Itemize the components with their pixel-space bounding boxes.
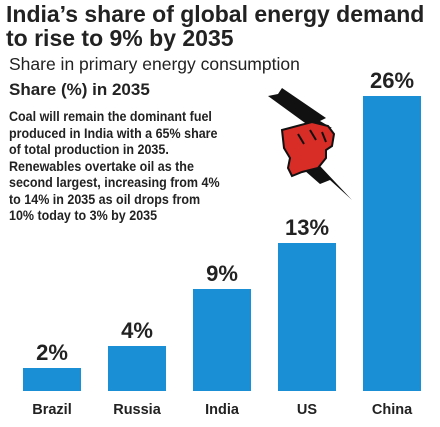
- data-label: 4%: [121, 318, 153, 343]
- bar-russia: [108, 346, 166, 391]
- data-label: 2%: [36, 340, 68, 365]
- note-line: Coal will remain the dominant fuel: [9, 109, 212, 124]
- data-label: 13%: [285, 215, 329, 240]
- note-line: 10% today to 3% by 2035: [9, 208, 158, 223]
- category-label: India: [205, 402, 240, 418]
- data-label: 26%: [370, 68, 414, 93]
- bar-brazil: [23, 368, 81, 391]
- category-label: Russia: [113, 402, 161, 418]
- chart-title: India’s share of global energy demand to…: [6, 2, 436, 50]
- category-label: China: [372, 402, 413, 418]
- bar-india: [193, 289, 251, 391]
- note-line: of total production in 2035.: [9, 142, 169, 157]
- data-label: 9%: [206, 261, 238, 286]
- lightning-bolt-lower: [304, 166, 352, 200]
- fist-shape: [280, 120, 336, 178]
- note-line: Renewables overtake oil as the: [9, 158, 194, 174]
- note-line: to 14% in 2035 as oil drops from: [9, 191, 201, 207]
- category-label: US: [297, 402, 317, 418]
- note-line: produced in India with a 65% share: [9, 125, 218, 141]
- chart-subtitle: Share in primary energy consumption: [9, 54, 300, 74]
- raised-fist-lightning-icon: [268, 88, 352, 200]
- bar-china: [363, 96, 421, 391]
- category-label: Brazil: [32, 402, 72, 418]
- annotation-note: Coal will remain the dominant fuel produ…: [9, 109, 253, 225]
- lightning-bolt-upper: [268, 88, 332, 128]
- bar-us: [278, 243, 336, 391]
- title-line-1: India’s share of global energy demand: [6, 1, 425, 27]
- note-line: second largest, increasing from 4%: [9, 175, 220, 190]
- title-line-2: to rise to 9% by 2035: [6, 25, 234, 51]
- y-axis-label: Share (%) in 2035: [9, 80, 150, 99]
